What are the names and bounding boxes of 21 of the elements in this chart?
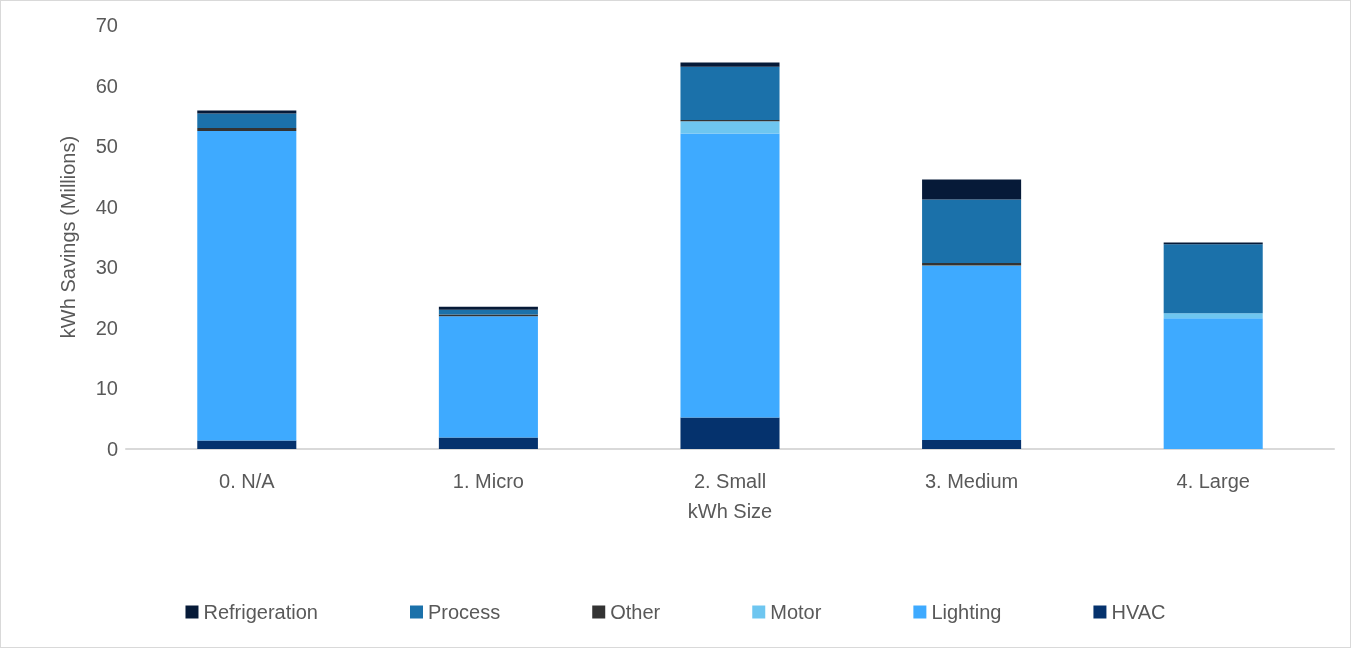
legend-label: Other [610,601,661,623]
y-tick-label: 10 [95,377,118,400]
legend-label: Process [427,601,501,623]
y-tick-label: 20 [95,316,118,339]
y-tick-label: 0 [106,438,118,460]
legend-label: HVAC [1111,601,1166,623]
x-tick-label: 4. Large [1176,470,1250,492]
x-tick-label: 3. Medium [924,470,1019,492]
y-tick-label: 30 [95,256,118,279]
legend-label: Motor [770,601,822,623]
legend-label: Lighting [931,601,1002,623]
x-tick-label: 2. Small [693,470,767,492]
y-tick-label: 60 [95,74,118,97]
x-tick-label: 0. N/A [219,470,276,492]
x-tick-label: 1. Micro [452,470,524,492]
legend-label: Refrigeration [203,601,318,623]
y-axis-title: kWh Savings (Millions) [57,135,79,339]
y-tick-label: 50 [95,135,118,158]
x-axis-title: kWh Size [687,500,773,522]
y-tick-label: 40 [95,195,118,218]
y-tick-label: 70 [95,14,118,36]
